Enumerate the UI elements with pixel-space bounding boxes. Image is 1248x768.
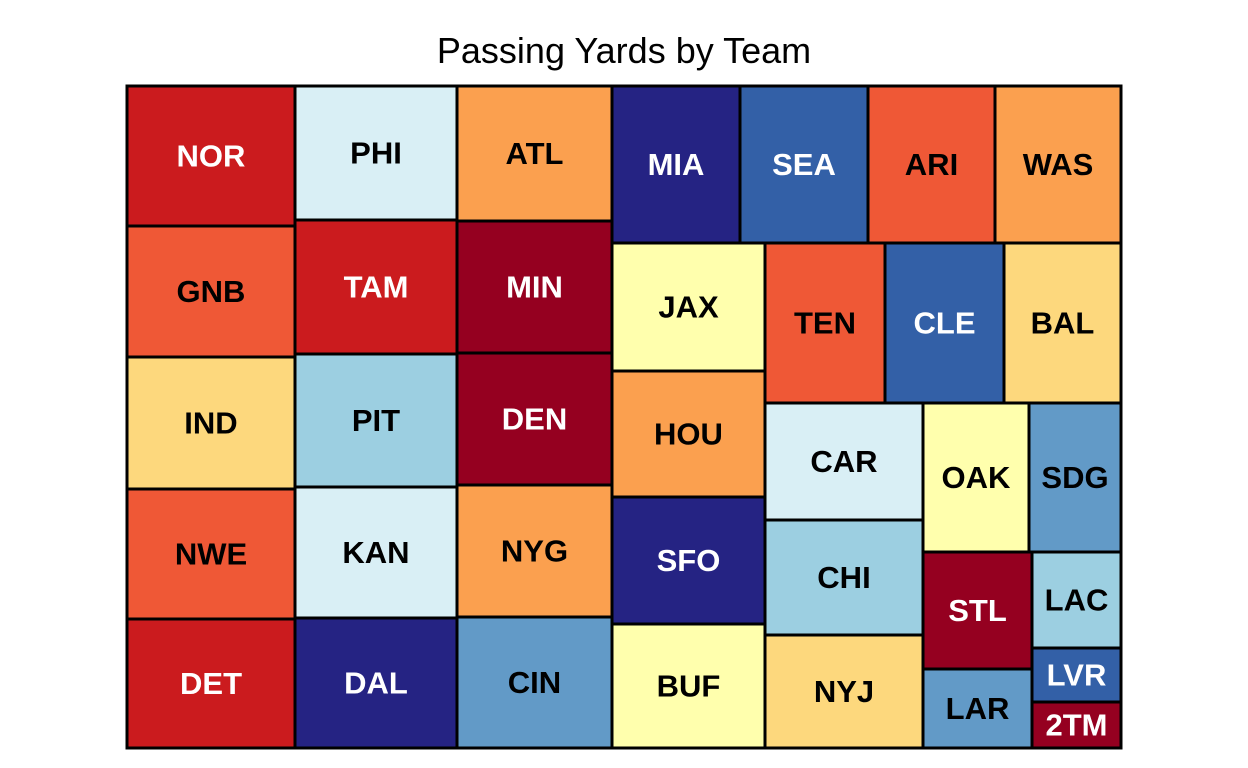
tile-rect-ari	[866, 84, 997, 245]
tile-car: CAR	[763, 401, 925, 522]
chart-title: Passing Yards by Team	[436, 30, 812, 71]
tile-label-jax: JAX	[658, 290, 719, 325]
tile-lac: LAC	[1030, 550, 1123, 650]
tile-rect-hou	[610, 369, 767, 499]
tile-lar: LAR	[921, 667, 1034, 750]
tile-ten: TEN	[763, 241, 887, 405]
tile-rect-bal	[1002, 241, 1123, 405]
tile-label-ari: ARI	[905, 147, 958, 182]
tile-rect-nor	[125, 84, 297, 228]
tile-label-det: DET	[180, 666, 242, 701]
tile-sdg: SDG	[1027, 401, 1123, 554]
tile-label-den: DEN	[502, 402, 567, 437]
tile-nyj: NYJ	[763, 633, 925, 750]
tile-rect-oak	[921, 401, 1031, 554]
tile-label-nwe: NWE	[175, 537, 247, 572]
tile-label-tam: TAM	[344, 270, 409, 305]
tile-label-car: CAR	[810, 444, 877, 479]
tile-cle: CLE	[883, 241, 1006, 405]
tile-cin: CIN	[455, 615, 614, 750]
tile-rect-mia	[610, 84, 742, 245]
tile-label-lvr: LVR	[1047, 658, 1107, 693]
tile-label-lac: LAC	[1045, 583, 1109, 618]
tile-ari: ARI	[866, 84, 997, 245]
tile-label-2tm: 2TM	[1046, 708, 1108, 743]
tile-stl: STL	[921, 550, 1034, 671]
tile-nyg: NYG	[455, 483, 614, 619]
tile-rect-sfo	[610, 495, 767, 626]
tile-label-lar: LAR	[946, 691, 1010, 726]
tile-hou: HOU	[610, 369, 767, 499]
tile-label-was: WAS	[1023, 147, 1094, 182]
tile-kan: KAN	[293, 485, 459, 620]
tile-label-nor: NOR	[177, 139, 246, 174]
tile-label-min: MIN	[506, 270, 563, 305]
tile-label-phi: PHI	[350, 136, 402, 171]
tile-buf: BUF	[610, 622, 767, 750]
tile-rect-ten	[763, 241, 887, 405]
tile-label-nyg: NYG	[501, 534, 568, 569]
tile-sea: SEA	[738, 84, 870, 245]
tile-jax: JAX	[610, 241, 767, 373]
tile-label-sea: SEA	[772, 147, 836, 182]
tile-label-gnb: GNB	[177, 274, 246, 309]
tile-pit: PIT	[293, 352, 459, 489]
tile-lvr: LVR	[1030, 646, 1123, 704]
tile-rect-ind	[125, 355, 297, 491]
tile-rect-nyg	[455, 483, 614, 619]
tile-nor: NOR	[125, 84, 297, 228]
tile-2tm: 2TM	[1030, 700, 1123, 750]
tile-was: WAS	[993, 84, 1123, 245]
tile-rect-min	[455, 219, 614, 355]
tile-mia: MIA	[610, 84, 742, 245]
tile-chi: CHI	[763, 518, 925, 637]
tile-gnb: GNB	[125, 224, 297, 359]
tile-label-ten: TEN	[794, 306, 856, 341]
tile-phi: PHI	[293, 84, 459, 222]
tile-label-kan: KAN	[342, 535, 409, 570]
tile-atl: ATL	[455, 84, 614, 223]
tile-label-nyj: NYJ	[814, 674, 874, 709]
tile-label-pit: PIT	[352, 403, 400, 438]
tile-label-sdg: SDG	[1041, 460, 1108, 495]
tile-label-buf: BUF	[657, 669, 721, 704]
tile-rect-den	[455, 351, 614, 487]
tile-rect-kan	[293, 485, 459, 620]
tile-label-oak: OAK	[942, 460, 1012, 495]
tile-label-stl: STL	[948, 593, 1007, 628]
tile-label-atl: ATL	[506, 136, 564, 171]
tile-dal: DAL	[293, 616, 459, 750]
tile-sfo: SFO	[610, 495, 767, 626]
tile-label-dal: DAL	[344, 666, 408, 701]
tile-label-sfo: SFO	[657, 543, 721, 578]
tile-bal: BAL	[1002, 241, 1123, 405]
tile-rect-pit	[293, 352, 459, 489]
tile-label-hou: HOU	[654, 417, 723, 452]
tile-oak: OAK	[921, 401, 1031, 554]
tile-rect-sea	[738, 84, 870, 245]
tile-label-cle: CLE	[914, 306, 976, 341]
tile-tam: TAM	[293, 218, 459, 356]
tile-rect-nyj	[763, 633, 925, 750]
tile-den: DEN	[455, 351, 614, 487]
tile-min: MIN	[455, 219, 614, 355]
tile-rect-cle	[883, 241, 1006, 405]
tile-ind: IND	[125, 355, 297, 491]
plot-border	[125, 84, 1123, 750]
tile-rect-cin	[455, 615, 614, 750]
tile-rect-sdg	[1027, 401, 1123, 554]
tile-rect-dal	[293, 616, 459, 750]
tile-label-chi: CHI	[817, 560, 870, 595]
tile-label-cin: CIN	[508, 665, 561, 700]
tile-label-bal: BAL	[1031, 306, 1095, 341]
tile-label-ind: IND	[184, 406, 237, 441]
tile-rect-gnb	[125, 224, 297, 359]
tile-rect-buf	[610, 622, 767, 750]
tile-nwe: NWE	[125, 487, 297, 621]
tile-label-mia: MIA	[648, 147, 705, 182]
tile-det: DET	[125, 617, 297, 750]
tile-rect-was	[993, 84, 1123, 245]
